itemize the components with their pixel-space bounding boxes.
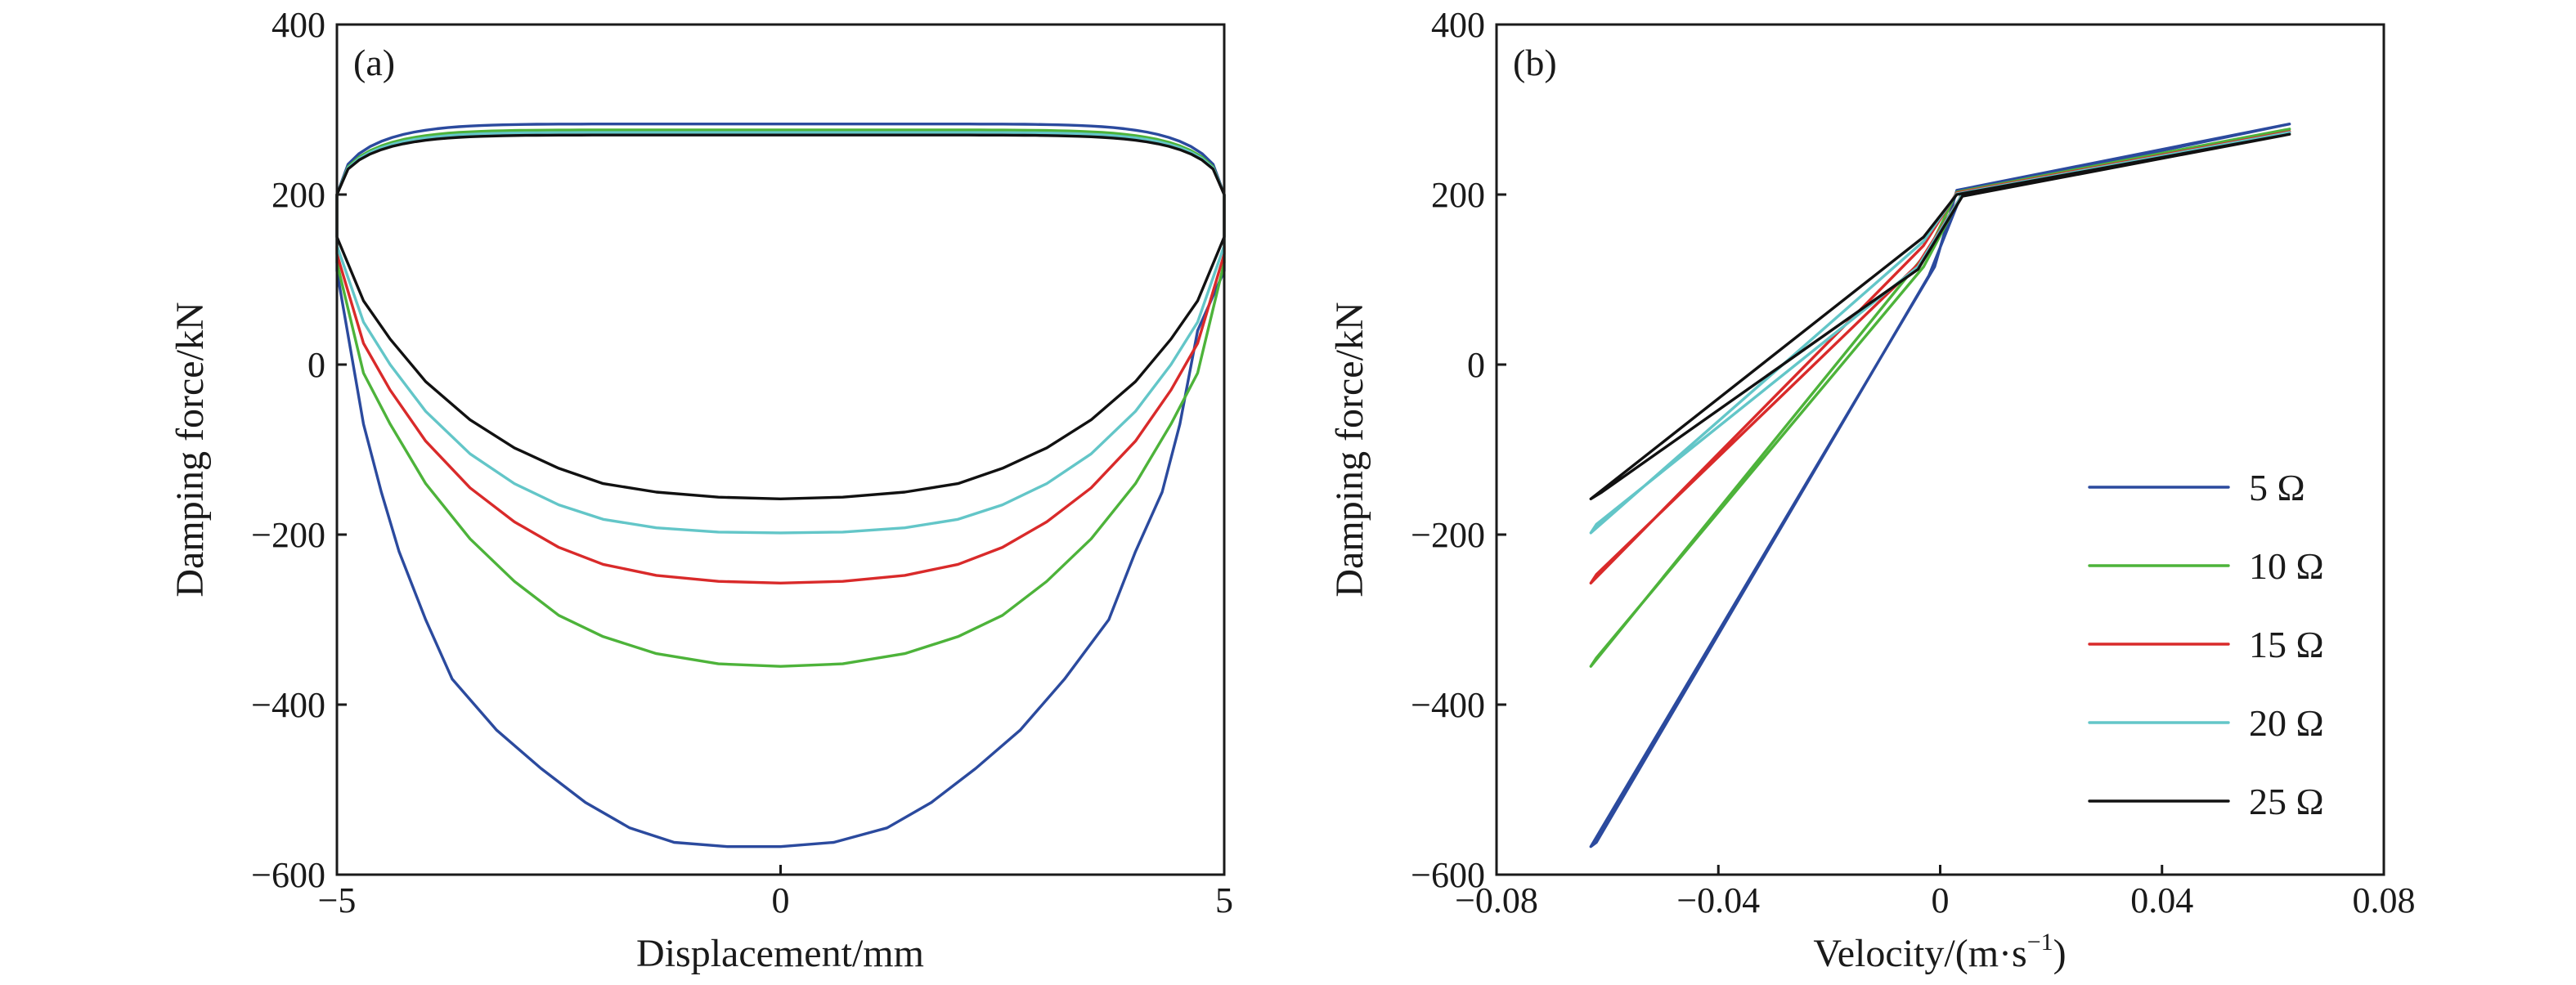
panel-a-label: (a) [353,42,395,83]
panel-a-frame [335,23,1226,876]
legend-label: 5 Ω [2249,467,2305,508]
panel-b-x-axis-label: Velocity/(m·s−1) [1813,929,2066,975]
panel-a-x-ticks: −5 0 5 [318,865,1233,920]
panel-b-series-line [1589,131,2291,535]
panel-b-x-ticks: −0.08 −0.04 0 0.04 0.08 [1455,865,2416,920]
panel-b-x-axis-label-sup: −1 [2027,929,2053,956]
panel-b-label: (b) [1513,42,1557,83]
legend-label: 15 Ω [2249,624,2324,665]
panel-a-series-line [335,132,1226,584]
legend-label: 20 Ω [2249,702,2324,744]
panel-b-legend: 5 Ω 10 Ω 15 Ω 20 Ω 25 Ω [2088,467,2324,822]
panel-a-series-line [335,133,1226,500]
panel-b-series-line [1589,128,2291,668]
panel-a-y-ticks: −600 −400 −200 0 200 400 [251,5,347,895]
panel-a: (a) −5 0 5 −600 −400 −200 0 200 400 Displacemen… [168,5,1233,975]
panel-b-series [1589,122,2291,848]
panel-b-x-axis-label-end: ) [2053,932,2067,975]
panel-a-series-line [335,131,1226,535]
panel-b-y-axis-label: Damping force/kN [1328,302,1371,597]
panel-b-series-line [1589,130,2291,584]
panel-b-y-tick-label: −200 [1411,515,1485,555]
panel-b-x-tick-label: 0.08 [2353,880,2416,920]
panel-b-x-tick-label: 0 [1932,880,1950,920]
panel-b-series-line [1589,132,2291,500]
panel-b-y-ticks: −600 −400 −200 0 200 400 [1411,5,1506,895]
panel-b-x-tick-label: −0.08 [1455,880,1538,920]
panel-a-series-line [335,122,1226,848]
panel-a-series-line [335,128,1226,668]
panel-b-x-tick-label: −0.04 [1676,880,1760,920]
panel-b-y-tick-label: −400 [1411,685,1485,725]
panel-b-y-tick-label: 400 [1431,5,1485,45]
panel-b-y-tick-label: 200 [1431,175,1485,215]
panel-b-y-tick-label: 0 [1467,345,1485,385]
panel-a-x-axis-label: Displacement/mm [636,932,924,975]
panel-a-x-tick-label: 0 [772,880,790,920]
panel-b-frame [1495,23,2385,876]
panel-a-y-tick-label: 200 [272,175,325,215]
panel-a-x-tick-label: 5 [1215,880,1233,920]
panel-a-y-tick-label: −600 [251,855,325,895]
panel-b-x-tick-label: 0.04 [2130,880,2193,920]
panel-b-y-tick-label: −600 [1411,855,1485,895]
legend-label: 25 Ω [2249,781,2324,822]
panel-b-x-axis-label-main: Velocity/(m·s [1813,932,2026,975]
panel-a-y-tick-label: 400 [272,5,325,45]
legend-label: 10 Ω [2249,545,2324,587]
panel-a-y-tick-label: −400 [251,685,325,725]
panel-a-y-tick-label: −200 [251,515,325,555]
panel-a-y-tick-label: 0 [307,345,325,385]
panel-a-x-tick-label: −5 [318,880,357,920]
panel-a-series [335,122,1226,848]
panel-a-y-axis-label: Damping force/kN [168,302,212,597]
panel-b: (b) −0.08 −0.04 0 0.04 0.08 −600 −400 −200 0 200… [1328,5,2416,975]
